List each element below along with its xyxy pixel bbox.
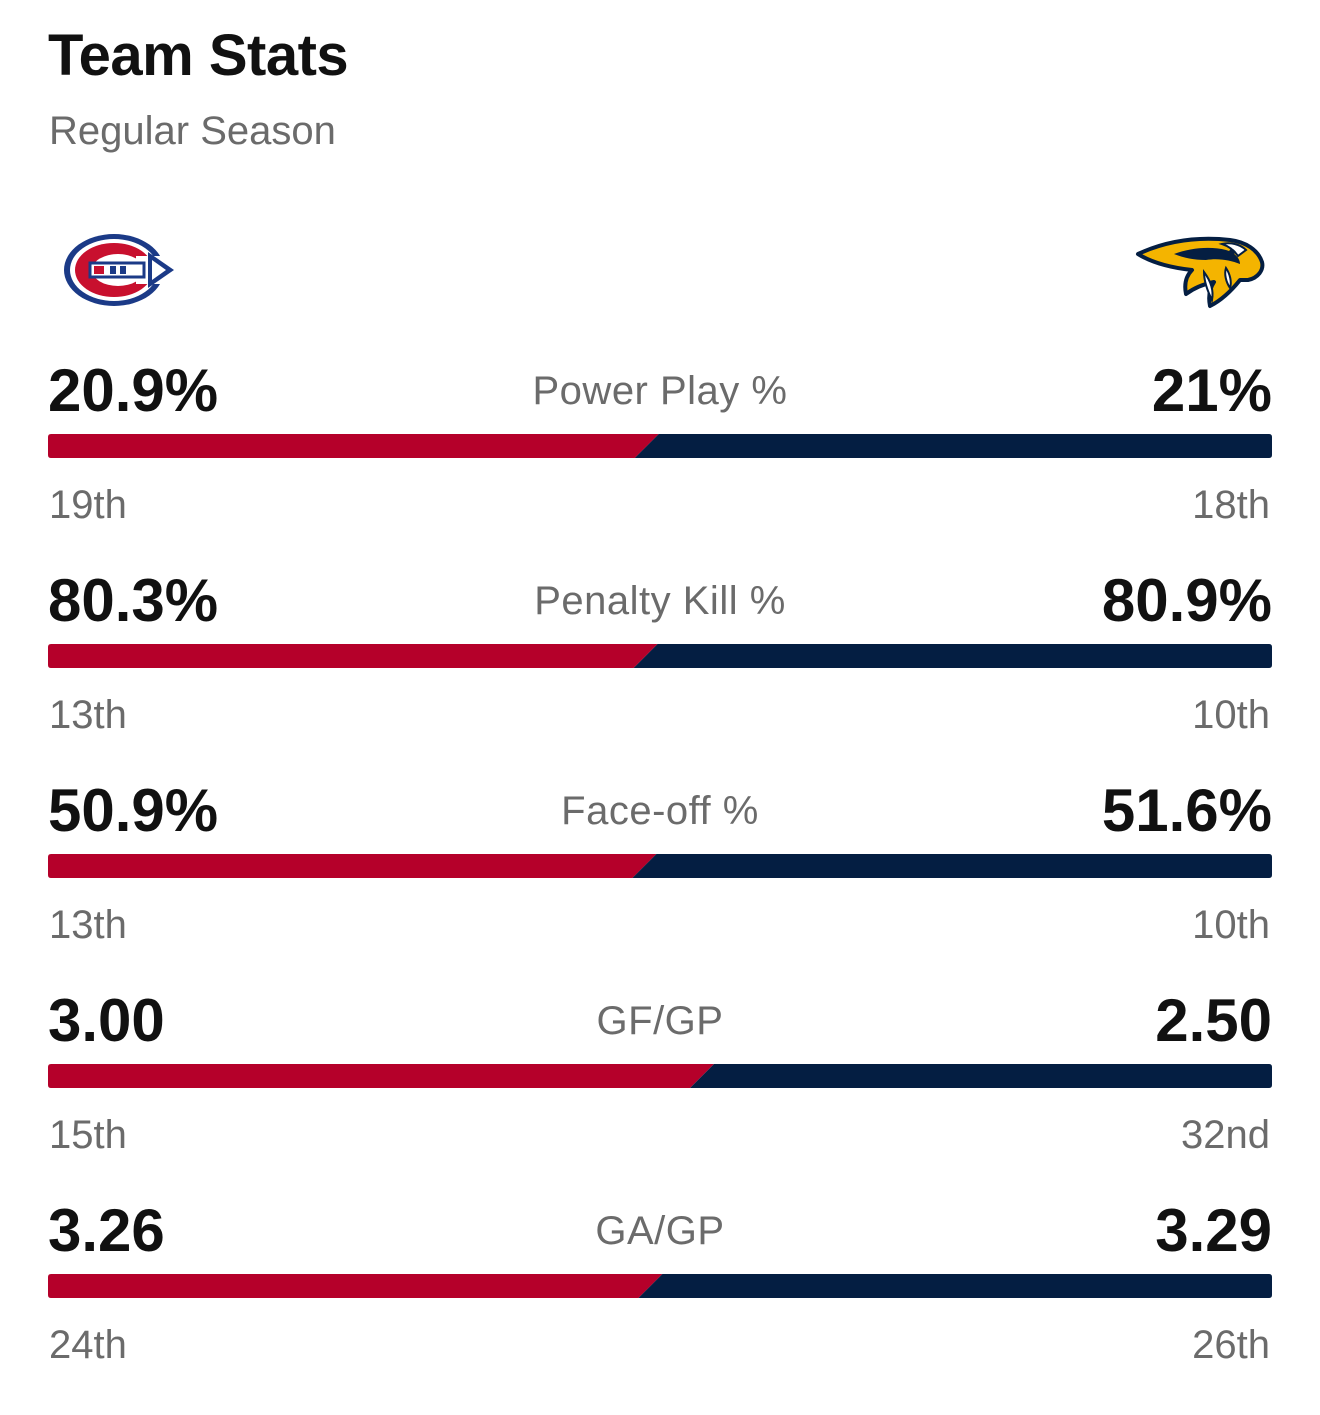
home-league-rank: 13th — [49, 693, 127, 737]
home-stat-value: 80.3% — [48, 567, 219, 634]
stat-comparison-bar — [48, 854, 1272, 878]
stat-label: Power Play % — [532, 369, 788, 413]
home-stat-value: 50.9% — [48, 777, 219, 844]
home-team-bar — [48, 644, 658, 668]
away-league-rank: 10th — [1192, 903, 1270, 947]
home-team-bar — [48, 1274, 663, 1298]
stat-label: Penalty Kill % — [534, 579, 786, 623]
away-stat-value: 80.9% — [1101, 567, 1272, 634]
away-team-bar — [634, 434, 1272, 458]
away-team-bar — [632, 854, 1272, 878]
away-stat-value: 21% — [1151, 357, 1272, 424]
home-stat-value: 20.9% — [48, 357, 219, 424]
stat-row-face-off: 50.9% Face-off % 51.6% 13th 10th — [48, 776, 1272, 986]
canadiens-logo-icon — [64, 234, 176, 306]
stat-row-ga-gp: 3.26 GA/GP 3.29 24th 26th — [48, 1196, 1272, 1406]
stat-row-power-play: 20.9% Power Play % 21% 19th 18th — [48, 356, 1272, 566]
away-league-rank: 18th — [1192, 483, 1270, 527]
home-league-rank: 13th — [49, 903, 127, 947]
stat-comparison-bar — [48, 1274, 1272, 1298]
home-league-rank: 19th — [49, 483, 127, 527]
away-league-rank: 26th — [1192, 1323, 1270, 1367]
stat-label: GA/GP — [595, 1209, 725, 1253]
away-stat-value: 51.6% — [1101, 777, 1272, 844]
home-team-bar — [48, 854, 657, 878]
stat-comparison-bar — [48, 1064, 1272, 1088]
away-team-bar — [633, 644, 1272, 668]
stat-label: Face-off % — [561, 789, 759, 833]
stat-comparison-bar — [48, 644, 1272, 668]
stat-label: GF/GP — [596, 999, 724, 1043]
away-team-bar — [690, 1064, 1272, 1088]
away-stat-value: 3.29 — [1155, 1197, 1272, 1264]
home-team-bar — [48, 434, 659, 458]
predators-logo-icon — [1136, 236, 1265, 308]
away-team-bar — [638, 1274, 1272, 1298]
away-league-rank: 32nd — [1181, 1113, 1270, 1157]
away-stat-value: 2.50 — [1155, 987, 1272, 1054]
home-league-rank: 15th — [49, 1113, 127, 1157]
page-subtitle: Regular Season — [49, 109, 336, 153]
stat-row-penalty-kill: 80.3% Penalty Kill % 80.9% 13th 10th — [48, 566, 1272, 776]
home-stat-value: 3.26 — [48, 1197, 165, 1264]
page-title: Team Stats — [48, 23, 349, 88]
away-league-rank: 10th — [1192, 693, 1270, 737]
home-team-bar — [48, 1064, 714, 1088]
home-league-rank: 24th — [49, 1323, 127, 1367]
stat-comparison-bar — [48, 434, 1272, 458]
stat-row-gf-gp: 3.00 GF/GP 2.50 15th 32nd — [48, 986, 1272, 1196]
home-stat-value: 3.00 — [48, 987, 165, 1054]
